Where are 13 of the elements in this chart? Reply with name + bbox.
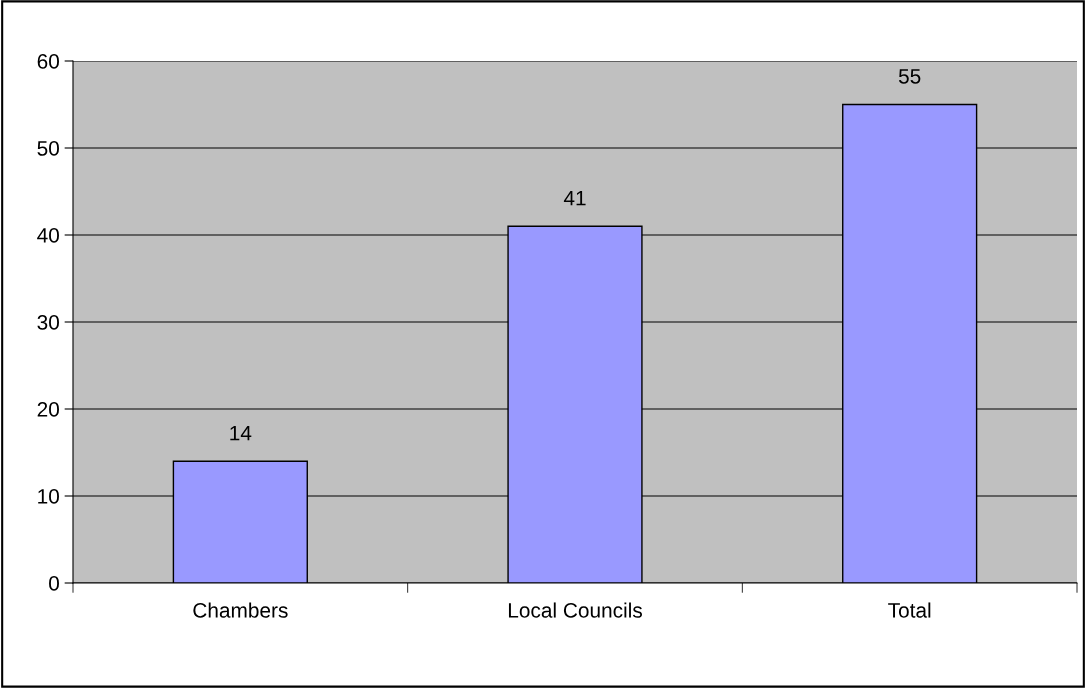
y-tick-label: 10: [38, 489, 59, 504]
x-tick-label: Chambers: [193, 602, 288, 618]
x-tick-label: Local Councils: [508, 602, 642, 618]
y-tick-label: 0: [49, 576, 59, 591]
y-tick-label: 30: [37, 315, 59, 330]
data-label: 14: [230, 425, 252, 441]
y-tick-label: 40: [37, 228, 59, 243]
data-label: 41: [563, 190, 586, 206]
y-tick-label: 60: [37, 54, 59, 69]
y-tick-label: 50: [37, 141, 59, 156]
data-label: 55: [898, 69, 921, 84]
y-tick-label: 20: [37, 402, 59, 417]
x-tick-label: Total: [888, 602, 931, 618]
